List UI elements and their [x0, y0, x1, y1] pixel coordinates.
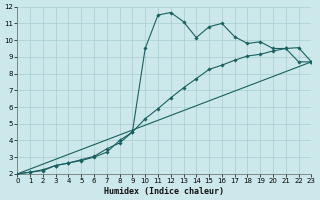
- X-axis label: Humidex (Indice chaleur): Humidex (Indice chaleur): [104, 187, 224, 196]
